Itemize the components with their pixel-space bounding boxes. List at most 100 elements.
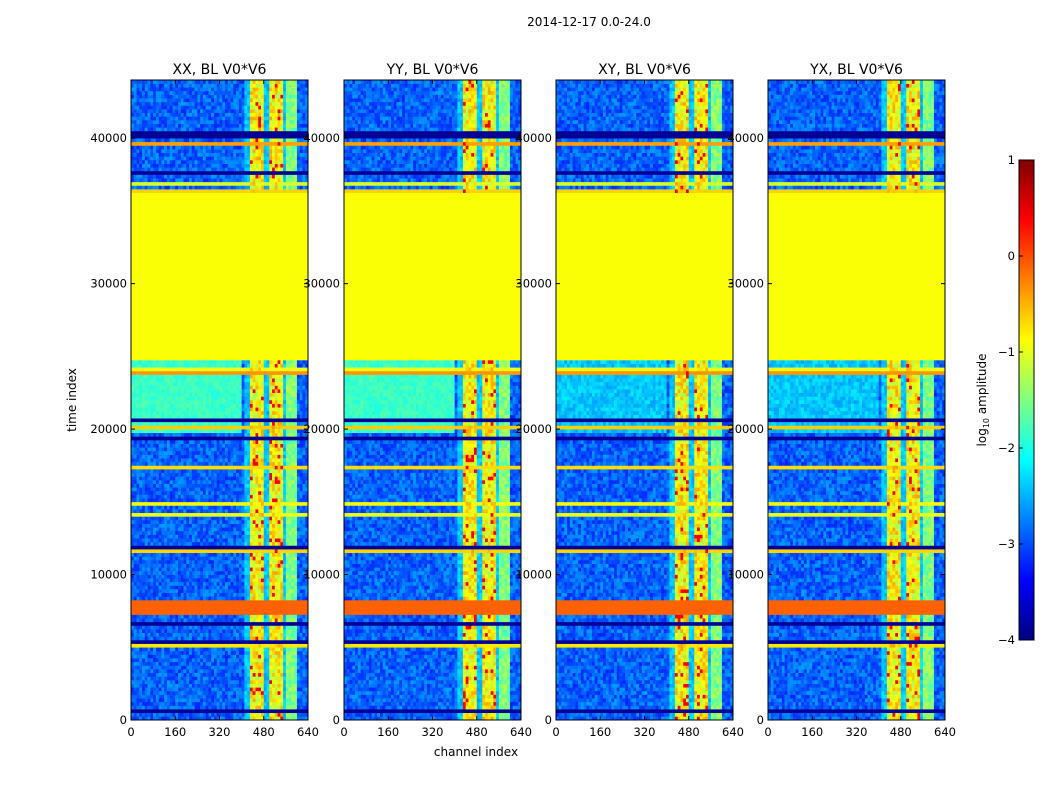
- heatmap-cell: [299, 618, 303, 623]
- heatmap-cell: [255, 672, 259, 677]
- heatmap-cell: [172, 705, 176, 710]
- heatmap-cell: [142, 450, 146, 455]
- heatmap-cell: [247, 665, 251, 670]
- heatmap-cell: [283, 632, 287, 637]
- heatmap-cell: [247, 672, 251, 677]
- heatmap-cell: [227, 447, 231, 452]
- heatmap-cell: [194, 600, 198, 604]
- heatmap-cell: [222, 581, 226, 586]
- heatmap-cell: [158, 658, 162, 663]
- heatmap-cell: [263, 705, 267, 710]
- heatmap-cell: [274, 490, 278, 495]
- heatmap-cell: [213, 589, 218, 594]
- heatmap-cell: [274, 665, 278, 670]
- heatmap-cell: [131, 629, 135, 634]
- heatmap-cell: [238, 687, 242, 692]
- heatmap-cell: [225, 450, 229, 455]
- heatmap-cell: [166, 661, 171, 666]
- heatmap-cell: [274, 458, 278, 463]
- heatmap-cell: [211, 614, 215, 619]
- heatmap-cell: [208, 563, 212, 568]
- heatmap-cell: [161, 690, 165, 695]
- heatmap-cell: [144, 698, 148, 703]
- heatmap-cell: [142, 698, 146, 703]
- heatmap-cell: [302, 516, 306, 521]
- heatmap-cell: [236, 607, 240, 612]
- heatmap-cell: [208, 436, 212, 441]
- heatmap-cell: [180, 494, 184, 499]
- heatmap-cell: [230, 669, 234, 674]
- heatmap-cell: [155, 650, 159, 655]
- heatmap-cell: [216, 592, 220, 597]
- heatmap-cell: [158, 556, 162, 561]
- heatmap-cell: [266, 632, 270, 637]
- heatmap-cell: [153, 501, 157, 506]
- heatmap-cell: [255, 450, 259, 455]
- heatmap-cell: [288, 618, 292, 623]
- heatmap-cell: [200, 650, 204, 655]
- heatmap-cell: [280, 476, 284, 481]
- heatmap-cell: [285, 469, 289, 474]
- heatmap-cell: [139, 480, 143, 484]
- heatmap-cell: [266, 487, 270, 492]
- heatmap-cell: [158, 636, 162, 641]
- heatmap-cell: [166, 505, 171, 510]
- heatmap-cell: [158, 614, 162, 619]
- heatmap-cell: [194, 640, 198, 644]
- heatmap-cell: [291, 676, 295, 681]
- heatmap-cell: [263, 600, 267, 604]
- heatmap-cell: [252, 654, 256, 659]
- heatmap-cell: [230, 709, 234, 714]
- heatmap-cell: [131, 469, 135, 474]
- heatmap-cell: [213, 538, 218, 543]
- heatmap-cell: [186, 563, 190, 568]
- heatmap-cell: [230, 680, 234, 684]
- heatmap-cell: [296, 494, 301, 499]
- heatmap-cell: [172, 461, 176, 466]
- heatmap-cell: [296, 520, 301, 524]
- heatmap-cell: [222, 690, 226, 695]
- heatmap-cell: [249, 687, 253, 692]
- heatmap-cell: [200, 450, 204, 455]
- heatmap-cell: [252, 509, 256, 514]
- heatmap-cell: [169, 483, 173, 488]
- heatmap-cell: [288, 570, 292, 575]
- heatmap-cell: [191, 530, 195, 535]
- heatmap-cell: [260, 570, 265, 575]
- heatmap-cell: [266, 541, 270, 546]
- heatmap-cell: [280, 556, 284, 561]
- heatmap-cell: [266, 447, 270, 452]
- heatmap-cell: [202, 552, 206, 557]
- heatmap-cell: [166, 618, 171, 623]
- heatmap-cell: [161, 469, 165, 474]
- heatmap-cell: [249, 632, 253, 637]
- heatmap-cell: [299, 494, 303, 499]
- heatmap-cell: [183, 527, 187, 532]
- heatmap-cell: [189, 618, 193, 623]
- heatmap-cell: [153, 483, 157, 488]
- heatmap-cell: [260, 636, 265, 641]
- heatmap-cell: [150, 607, 154, 612]
- heatmap-cell: [178, 581, 182, 586]
- heatmap-cell: [213, 712, 218, 717]
- heatmap-cell: [164, 680, 168, 684]
- heatmap-cell: [272, 472, 276, 477]
- heatmap-cell: [283, 509, 287, 514]
- heatmap-cell: [180, 483, 184, 488]
- heatmap-cell: [236, 487, 240, 492]
- heatmap-cell: [136, 694, 140, 699]
- heatmap-cell: [155, 509, 159, 514]
- heatmap-cell: [133, 592, 137, 597]
- heatmap-cell: [169, 520, 173, 524]
- heatmap-cell: [296, 712, 301, 717]
- heatmap-cell: [153, 661, 157, 666]
- heatmap-cell: [255, 465, 259, 470]
- heatmap-cell: [277, 629, 281, 634]
- heatmap-cell: [142, 636, 146, 641]
- heatmap-cell: [191, 596, 195, 601]
- heatmap-cell: [169, 552, 173, 557]
- heatmap-cell: [194, 483, 198, 488]
- heatmap-cell: [296, 716, 301, 721]
- heatmap-cell: [230, 570, 234, 575]
- heatmap-cell: [294, 610, 298, 615]
